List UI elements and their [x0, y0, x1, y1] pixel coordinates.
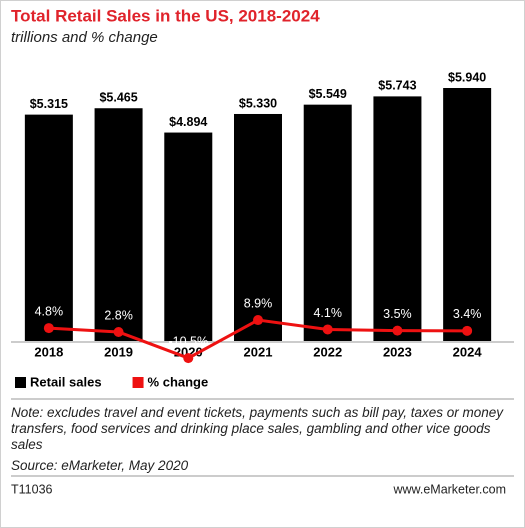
- bar-value-label: $4.894: [169, 115, 207, 129]
- bar: [164, 132, 213, 341]
- change-point: [253, 315, 263, 326]
- change-value-label: 4.1%: [313, 306, 342, 320]
- x-tick-label: 2024: [453, 344, 483, 359]
- legend-swatch: [15, 377, 26, 388]
- chart-subtitle: trillions and % change: [11, 29, 158, 46]
- change-point: [183, 353, 194, 364]
- x-tick-label: 2018: [34, 344, 63, 359]
- bar: [94, 108, 143, 342]
- change-point: [113, 327, 124, 338]
- brand: www.eMarketer.com: [392, 482, 506, 496]
- legend-swatch: [132, 377, 144, 388]
- change-point: [322, 324, 333, 335]
- change-point: [392, 325, 403, 336]
- chart-title: Total Retail Sales in the US, 2018-2024: [11, 6, 320, 25]
- bar: [443, 88, 492, 341]
- bar-value-label: $5.465: [99, 91, 137, 105]
- change-value-label: -10.5%: [168, 334, 208, 348]
- change-value-label: 2.8%: [104, 308, 133, 322]
- bar-value-label: $5.940: [448, 70, 486, 84]
- bar: [234, 113, 282, 342]
- bar-value-label: $5.315: [30, 97, 68, 111]
- bar-value-label: $5.743: [378, 79, 416, 93]
- change-value-label: 3.4%: [453, 307, 482, 321]
- x-tick-label: 2023: [383, 344, 412, 359]
- change-point: [43, 323, 54, 334]
- x-tick-label: 2022: [313, 344, 342, 359]
- change-value-label: 3.5%: [383, 307, 412, 321]
- bar: [303, 104, 352, 341]
- legend-label: Retail sales: [30, 374, 102, 389]
- bar: [373, 96, 422, 341]
- legend-label: % change: [148, 374, 209, 389]
- change-value-label: 4.8%: [35, 304, 64, 318]
- change-value-label: 8.9%: [244, 296, 273, 310]
- x-tick-label: 2021: [244, 344, 273, 359]
- note: Note: excludes travel and event tickets,…: [11, 405, 503, 452]
- bar-value-label: $5.549: [309, 87, 347, 101]
- change-point: [462, 325, 473, 336]
- bar: [24, 114, 73, 342]
- source: Source: eMarketer, May 2020: [11, 458, 189, 473]
- x-tick-label: 2019: [104, 344, 133, 359]
- bar-value-label: $5.330: [239, 96, 277, 110]
- chart-code: T11036: [11, 482, 53, 496]
